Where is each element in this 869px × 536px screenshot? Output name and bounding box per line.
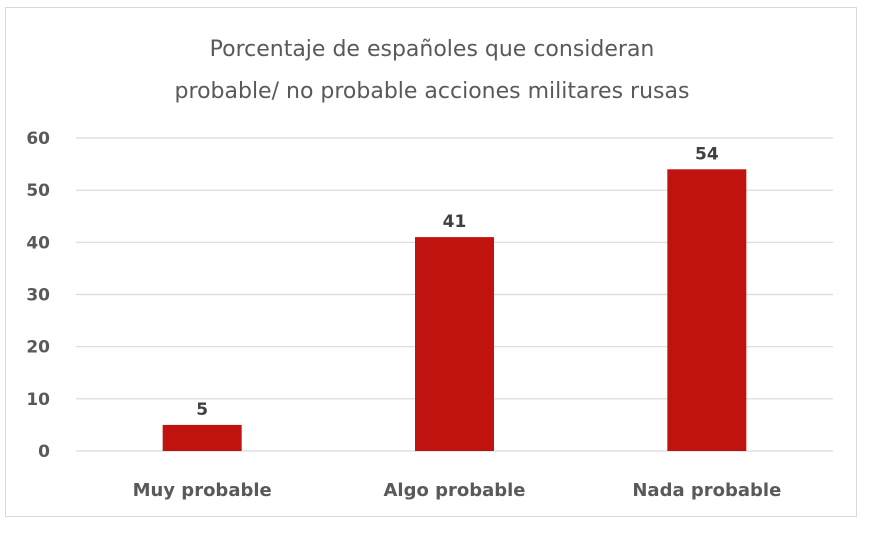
y-tick-label: 30	[26, 286, 50, 306]
y-tick-label: 0	[38, 442, 50, 462]
chart-title-line-1: Porcentaje de españoles que consideran	[210, 37, 655, 62]
y-tick-label: 20	[26, 338, 50, 358]
data-labels: 5 41 54	[196, 144, 719, 420]
y-axis-ticks: 0 10 20 30 40 50 60	[26, 129, 50, 462]
y-tick-label: 60	[26, 129, 50, 149]
bars	[162, 169, 747, 452]
chart-title-line-2: probable/ no probable acciones militares…	[175, 79, 690, 104]
x-category-label: Algo probable	[383, 480, 525, 501]
bar-nada-probable	[667, 169, 747, 452]
data-label: 5	[196, 400, 208, 420]
bar-algo-probable	[415, 237, 494, 451]
x-axis-categories: Muy probable Algo probable Nada probable	[133, 480, 782, 501]
y-tick-label: 40	[26, 233, 50, 253]
y-tick-label: 10	[26, 390, 50, 410]
y-tick-label: 50	[26, 181, 50, 201]
bar-muy-probable	[162, 424, 242, 451]
x-category-label: Muy probable	[133, 480, 272, 501]
data-label: 54	[695, 144, 719, 164]
x-category-label: Nada probable	[632, 480, 781, 501]
data-label: 41	[443, 212, 467, 232]
